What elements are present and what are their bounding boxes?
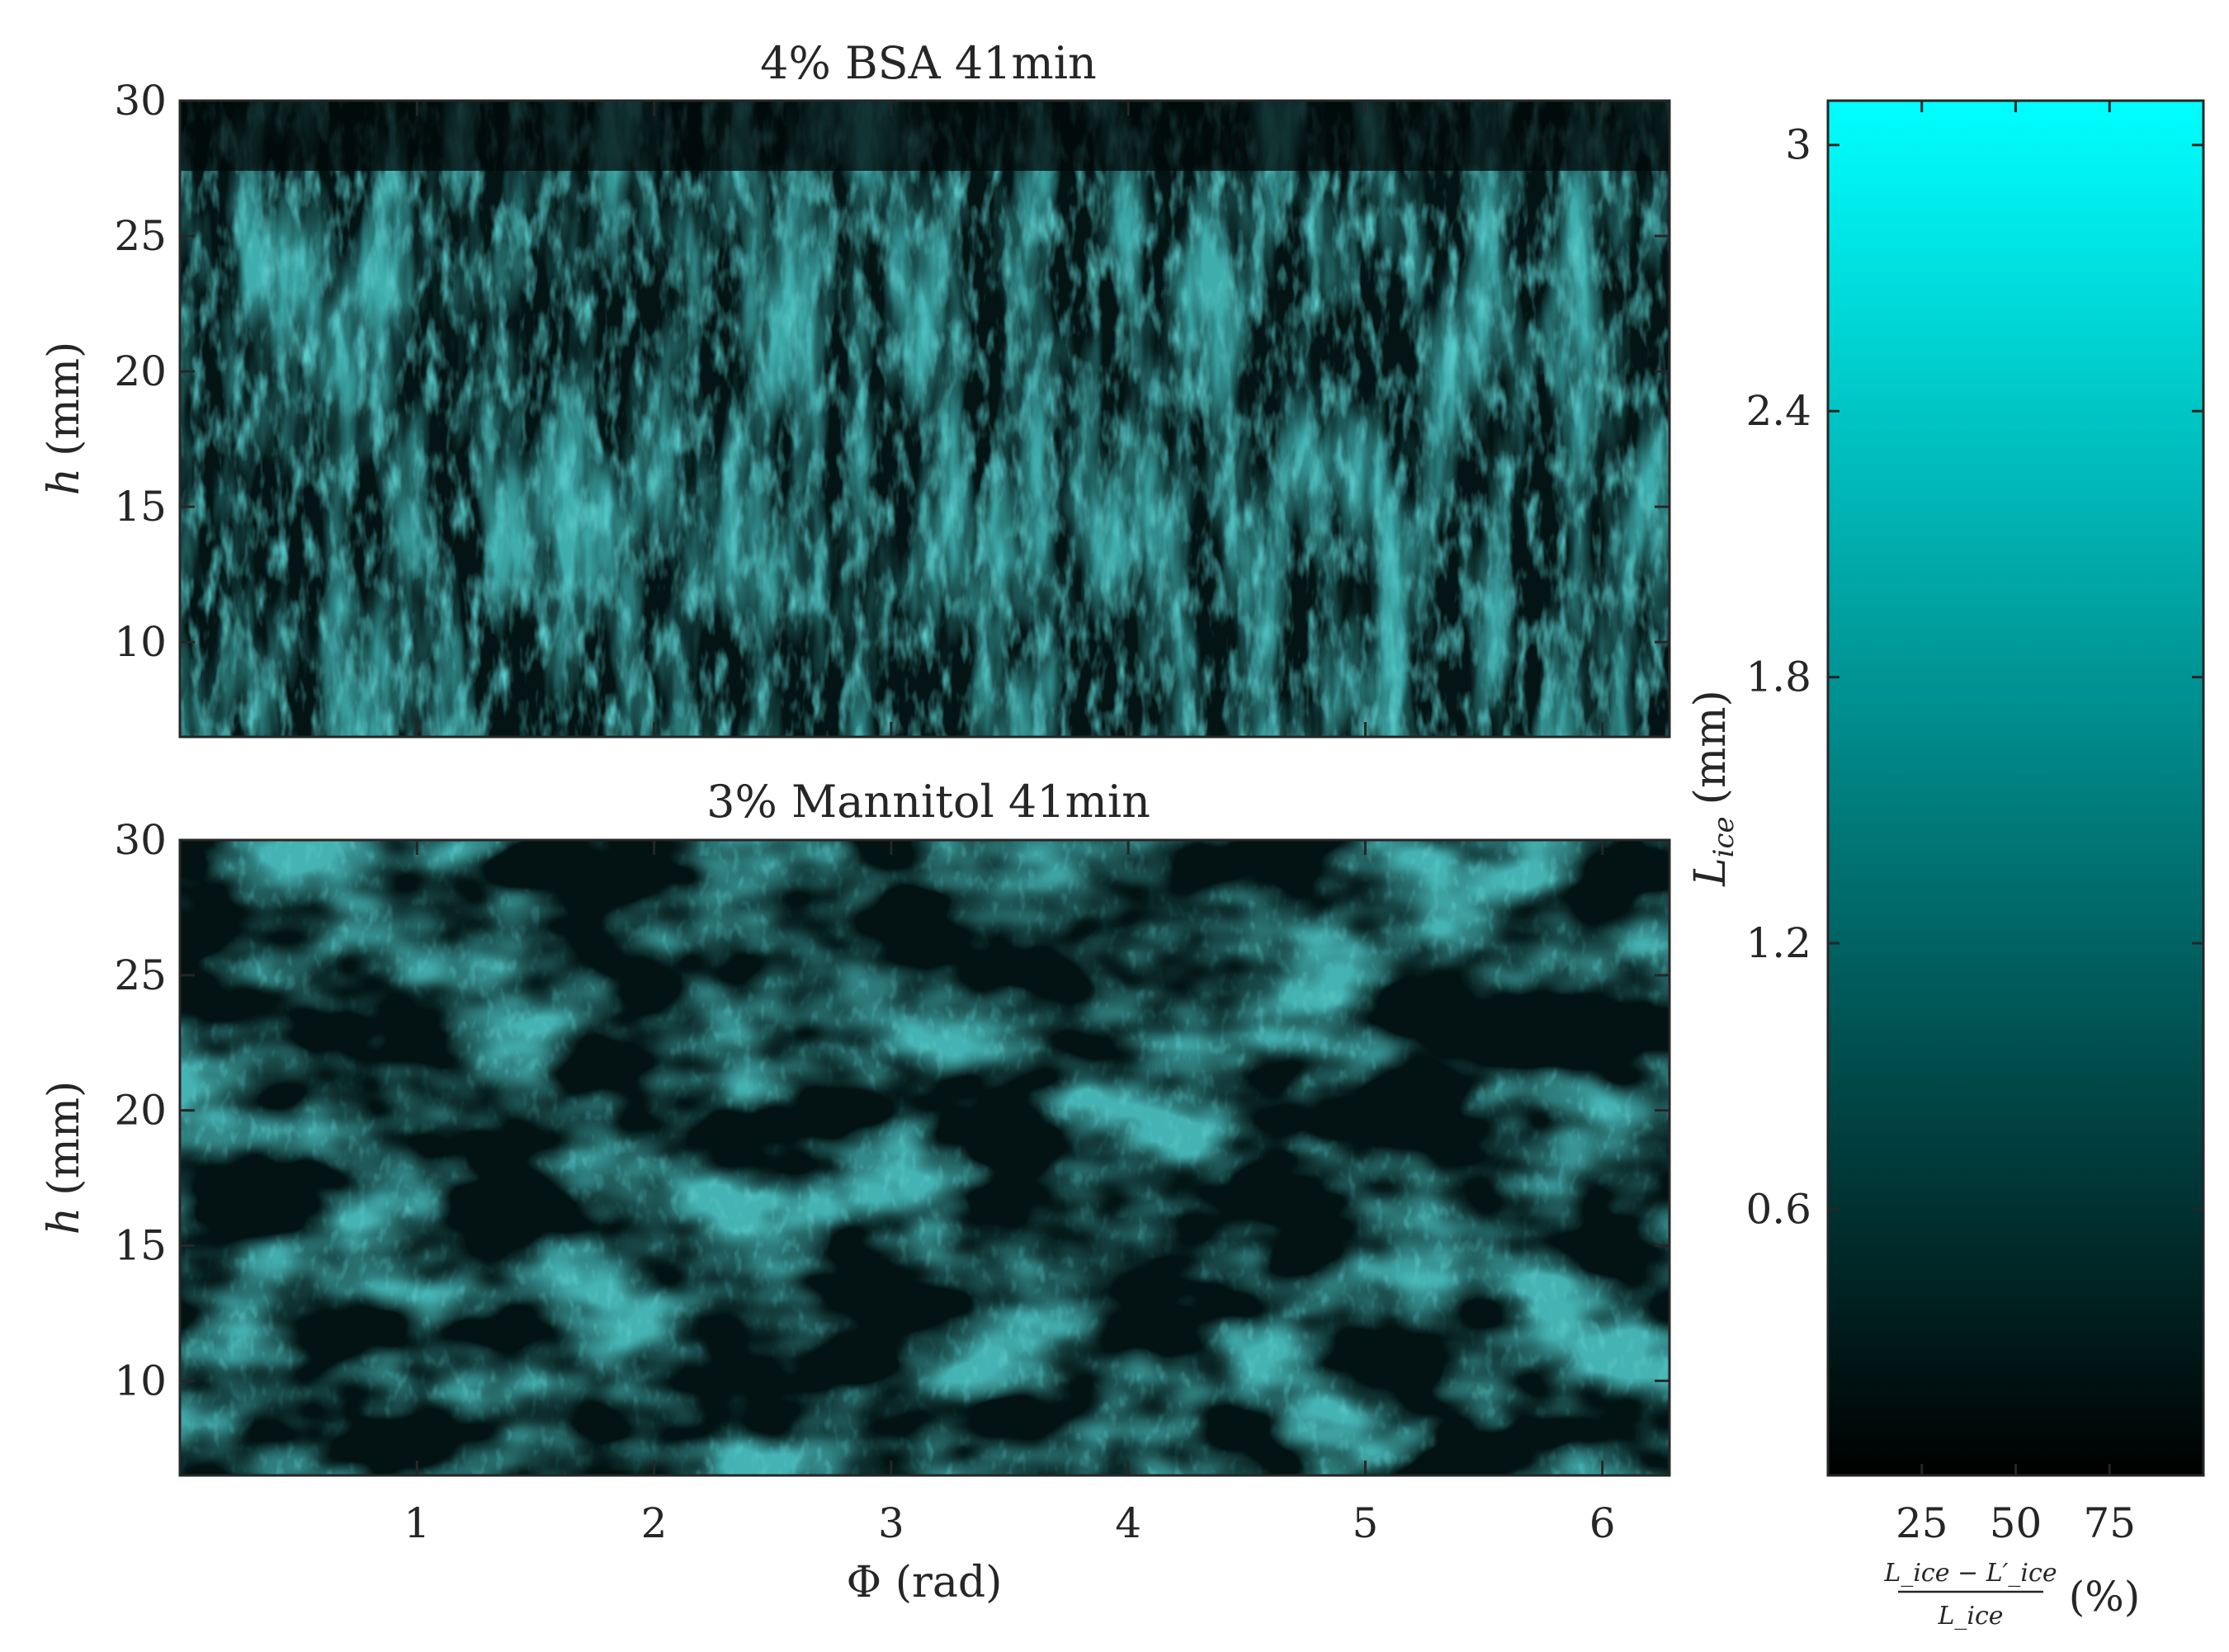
y-tick-label: 15 xyxy=(114,483,167,531)
colorbar-y-tick-label: 3 xyxy=(1785,121,1811,169)
colorbar-x-axis-label: L_ice − L′_ice L_ice (%) xyxy=(1883,1559,2140,1631)
x-tick-label: 3 xyxy=(878,1499,904,1547)
colorbar-y-tick-label: 1.8 xyxy=(1745,654,1811,701)
y-tick-label: 30 xyxy=(114,77,167,125)
bottom-x-axis-label: Φ (rad) xyxy=(847,1558,1003,1607)
colorbar-frame xyxy=(1826,99,2205,1477)
colorbar-x-tick-label: 75 xyxy=(2083,1499,2136,1547)
top-y-axis-label: h (mm) xyxy=(40,342,89,496)
bottom-axes-frame xyxy=(178,838,1671,1477)
bottom-heatmap-panel: 3% Mannitol 41min 10 15 20 25 30 1 2 3 4 5 6 h (mm… xyxy=(40,776,1671,1607)
x-tick-label: 5 xyxy=(1353,1499,1379,1547)
y-tick-label: 25 xyxy=(114,951,167,999)
colorbar-ylabel-sub: ice xyxy=(1707,816,1740,857)
top-image-texture xyxy=(180,101,1669,737)
colorbar-y-tick-label: 1.2 xyxy=(1745,919,1811,967)
x-tick-label: 6 xyxy=(1589,1499,1616,1547)
colorbar-y-axis-label: Lice (mm) xyxy=(1686,690,1740,887)
bottom-y-ticks: 10 15 20 25 30 xyxy=(114,816,1669,1404)
top-ylabel-symbol: h xyxy=(40,468,89,496)
colorbar-ylabel-symbol: L xyxy=(1686,857,1736,887)
bottom-ylabel-symbol: h xyxy=(40,1207,89,1235)
top-axes-frame xyxy=(178,99,1671,739)
colorbar-y-ticks: 0.6 1.2 1.8 2.4 3 xyxy=(1745,121,2203,1234)
top-y-ticks: 10 15 20 25 30 xyxy=(114,77,1669,666)
y-tick-label: 25 xyxy=(114,212,167,260)
bottom-x-ticks: 1 2 3 4 5 6 xyxy=(404,840,1616,1547)
y-tick-label: 20 xyxy=(114,347,167,395)
y-tick-label: 10 xyxy=(114,618,167,666)
y-tick-label: 30 xyxy=(114,816,167,864)
top-heatmap-panel: 4% BSA 41min 10 15 20 25 30 h (mm) xyxy=(40,37,1671,739)
y-tick-label: 10 xyxy=(114,1357,167,1404)
colorbar-xlabel-denominator: L_ice xyxy=(1937,1602,2003,1631)
colorbar-xlabel-numerator: L_ice − L′_ice xyxy=(1883,1559,2057,1588)
colorbar-y-tick-label: 0.6 xyxy=(1745,1186,1811,1234)
colorbar-x-tick-label: 50 xyxy=(1990,1499,2042,1547)
x-tick-label: 1 xyxy=(404,1499,430,1547)
y-tick-label: 20 xyxy=(114,1087,167,1135)
y-tick-label: 15 xyxy=(114,1221,167,1269)
top-ylabel-unit: (mm) xyxy=(40,342,89,456)
top-image-dark-band xyxy=(180,101,1669,171)
colorbar-right-gradient xyxy=(1828,101,2203,1475)
bottom-y-axis-label: h (mm) xyxy=(40,1081,89,1235)
x-tick-label: 2 xyxy=(641,1499,668,1547)
top-x-ticks xyxy=(415,101,1604,737)
colorbar-ylabel-unit: (mm) xyxy=(1686,690,1736,805)
bottom-ylabel-unit: (mm) xyxy=(40,1081,89,1196)
bottom-panel-title: 3% Mannitol 41min xyxy=(706,776,1150,828)
x-tick-label: 4 xyxy=(1115,1499,1141,1547)
colorbar-xlabel-unit: (%) xyxy=(2069,1573,2141,1621)
colorbar-2d: 0.6 1.2 1.8 2.4 3 25 50 75 Lice (mm) L_ice − L′… xyxy=(1686,99,2205,1631)
colorbar-x-ticks: 25 50 75 xyxy=(1896,101,2136,1547)
bottom-image-texture xyxy=(180,840,1669,1475)
colorbar-y-tick-label: 2.4 xyxy=(1745,387,1811,435)
colorbar-x-tick-label: 25 xyxy=(1896,1499,1948,1547)
top-panel-title: 4% BSA 41min xyxy=(760,37,1097,89)
